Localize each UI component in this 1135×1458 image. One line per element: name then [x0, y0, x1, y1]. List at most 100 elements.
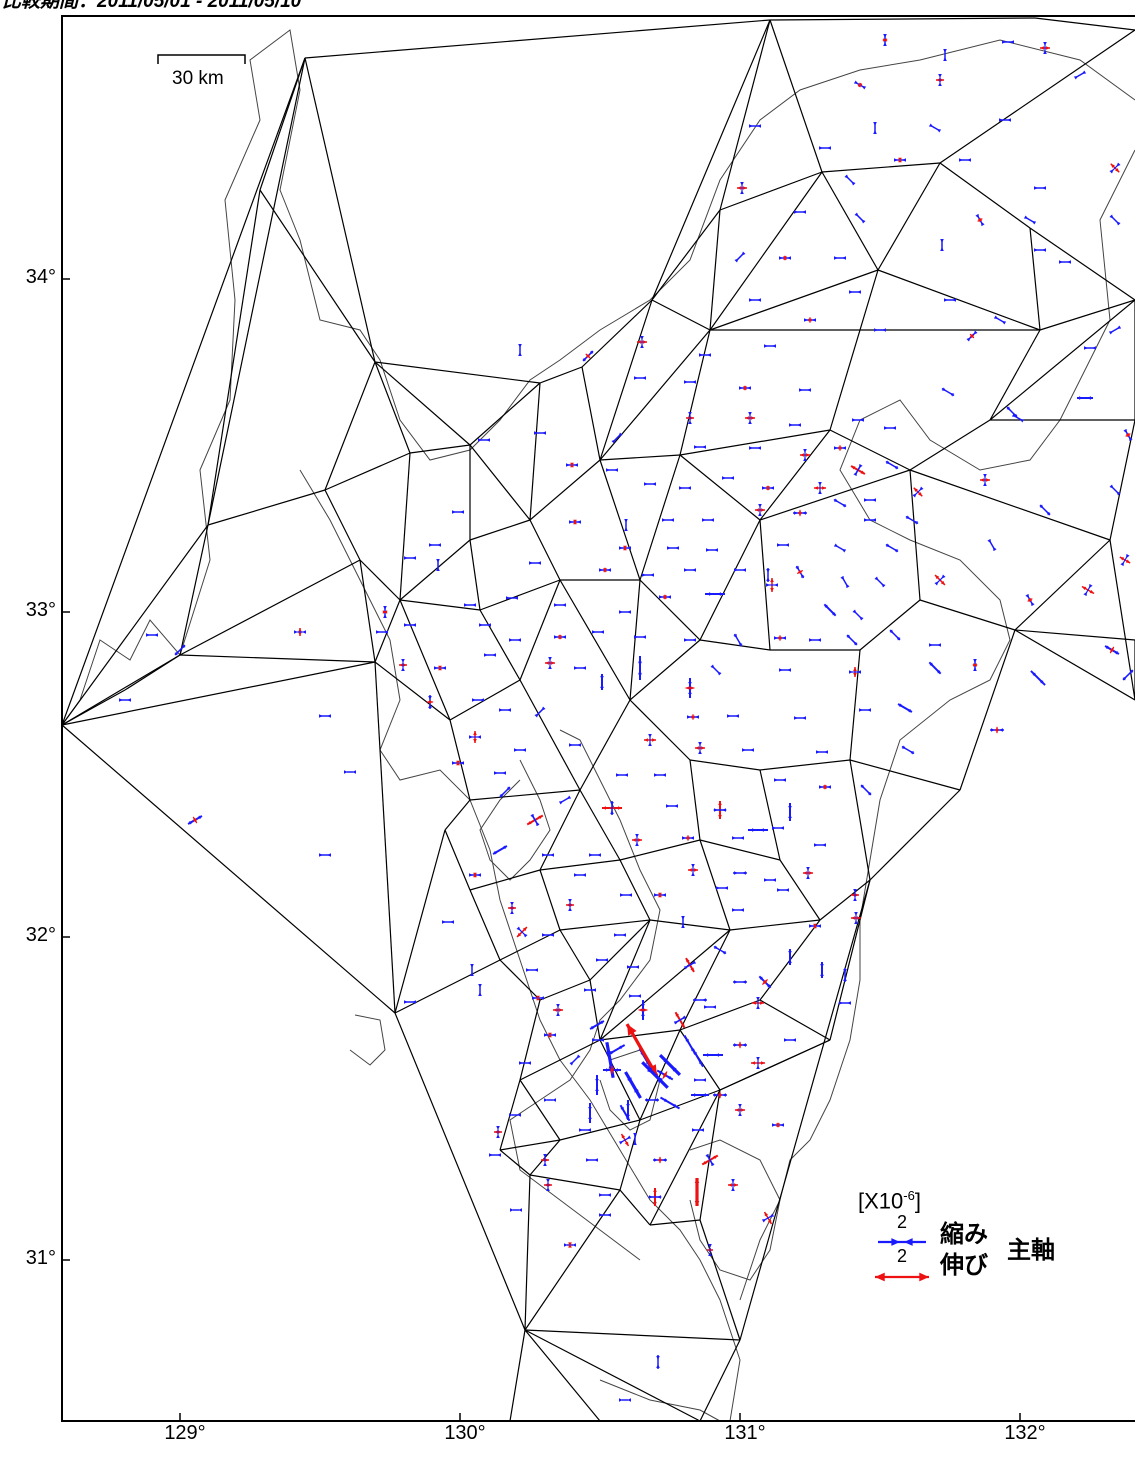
compression-axis [509, 638, 521, 642]
compression-axis [803, 449, 807, 461]
network-edge [304, 57, 376, 363]
compression-axis [404, 623, 416, 627]
extension-axis [663, 594, 667, 600]
network-edge [1014, 539, 1111, 631]
compression-axis [693, 998, 707, 1002]
compression-axis [641, 1061, 669, 1089]
network-edge [651, 19, 771, 301]
extension-axis [718, 1091, 722, 1099]
extension-axis [762, 979, 768, 985]
extension-axis [658, 892, 662, 898]
extension-axis [796, 569, 804, 575]
network-edge [399, 452, 411, 601]
network-edge [524, 1329, 701, 1422]
network-edge [619, 1119, 641, 1191]
network-edge [469, 789, 581, 801]
extension-axis [838, 445, 842, 451]
compression-axis [464, 603, 476, 607]
compression-axis [1109, 214, 1121, 226]
extension-axis [857, 82, 863, 88]
compression-axis [846, 634, 858, 646]
network-edge [374, 661, 451, 721]
compression-axis [748, 412, 752, 424]
compression-axis [633, 1133, 637, 1145]
network-edge [207, 189, 261, 526]
network-edge [689, 759, 701, 841]
network-edge [469, 382, 541, 446]
compression-axis [595, 1075, 599, 1095]
compression-axis [640, 336, 644, 348]
network-edge [859, 599, 921, 651]
network-edge [374, 361, 471, 446]
compression-axis [470, 964, 474, 976]
network-edge [639, 579, 701, 641]
compression-axis [941, 387, 955, 397]
compression-axis [1034, 248, 1046, 252]
extension-axis [691, 714, 695, 720]
compression-axis [889, 629, 901, 641]
compression-axis [174, 644, 186, 656]
compression-axis [606, 468, 618, 472]
compression-axis [788, 949, 792, 965]
compression-axis [584, 988, 596, 992]
compression-axis [1030, 670, 1046, 686]
compression-axis [667, 546, 679, 550]
network-edge [324, 489, 361, 561]
compression-axis [294, 630, 306, 634]
compression-axis [579, 1128, 591, 1132]
compression-axis [934, 574, 946, 586]
compression-axis [543, 1154, 547, 1166]
compression-axis [510, 902, 514, 914]
compression-axis [703, 1053, 723, 1057]
network-edge [179, 654, 376, 663]
compression-axis [884, 426, 896, 430]
network-edge [519, 679, 581, 791]
compression-axis [494, 771, 506, 775]
network-edge [719, 19, 771, 211]
compression-axis [764, 344, 776, 348]
network-edge [304, 19, 771, 59]
compression-axis [878, 1238, 926, 1246]
coastline-segment [61, 29, 1135, 726]
legend-extension-label: 伸び [940, 1252, 988, 1279]
compression-axis [853, 889, 857, 901]
compression-axis [708, 1244, 712, 1256]
compression-axis [484, 653, 496, 657]
compression-axis [546, 1179, 550, 1191]
legend-unit-base: [X10 [858, 1188, 904, 1214]
extension-axis [1109, 646, 1115, 654]
lat-label-34: 34° [25, 266, 56, 288]
network-edge [529, 519, 561, 581]
compression-axis [1077, 396, 1093, 400]
compression-axis [732, 908, 744, 912]
network-edge [479, 579, 561, 611]
extension-axis [473, 872, 477, 878]
compression-axis [688, 412, 692, 424]
compression-axis [634, 376, 646, 380]
network-edge [559, 929, 591, 981]
compression-axis [692, 1128, 704, 1132]
compression-axis [592, 1038, 604, 1042]
compression-axis [849, 670, 861, 674]
network-edge [829, 269, 879, 431]
compression-axis [814, 843, 826, 847]
compression-axis [469, 735, 481, 739]
compression-axis [569, 1054, 581, 1066]
compression-axis [885, 460, 899, 470]
compression-axis [844, 174, 856, 186]
network-edge [61, 661, 376, 726]
compression-axis [734, 251, 746, 263]
extension-axis [610, 1065, 614, 1075]
compression-axis [1002, 40, 1014, 44]
network-edge [779, 859, 821, 921]
compression-axis [839, 1001, 851, 1005]
compression-axis [766, 583, 778, 587]
extension-axis [585, 353, 591, 359]
network-edge [989, 299, 1135, 421]
network-edge [909, 419, 991, 471]
extension-axis [1125, 432, 1131, 438]
network-edge [651, 299, 711, 331]
compression-axis [479, 623, 491, 627]
compression-axis [404, 556, 416, 560]
extension-axis [638, 1008, 648, 1012]
